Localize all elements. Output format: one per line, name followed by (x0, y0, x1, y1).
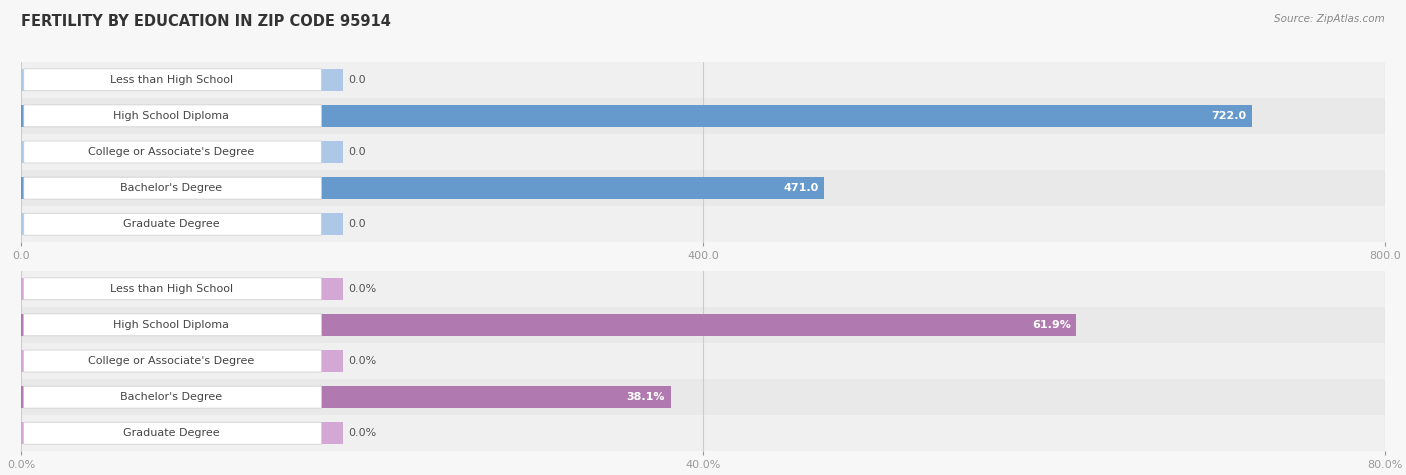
Bar (21, 314, 343, 336)
Text: 61.9%: 61.9% (1032, 320, 1071, 330)
Bar (21, 213, 343, 236)
Bar (21, 307, 1385, 343)
FancyBboxPatch shape (24, 213, 322, 235)
Bar (21, 98, 1385, 134)
Text: 471.0: 471.0 (783, 183, 818, 193)
Bar (21, 104, 1251, 127)
Bar (21, 141, 343, 163)
Text: High School Diploma: High School Diploma (112, 111, 229, 121)
FancyBboxPatch shape (24, 141, 322, 163)
Text: Source: ZipAtlas.com: Source: ZipAtlas.com (1274, 14, 1385, 24)
Bar (21, 206, 1385, 242)
Text: 0.0: 0.0 (349, 147, 367, 157)
Text: 38.1%: 38.1% (627, 392, 665, 402)
Bar (21, 68, 343, 91)
FancyBboxPatch shape (24, 314, 322, 336)
Bar (21, 134, 1385, 170)
Bar (21, 422, 343, 445)
Bar (21, 350, 343, 372)
Text: 722.0: 722.0 (1212, 111, 1247, 121)
Bar (21, 104, 343, 127)
Text: Graduate Degree: Graduate Degree (122, 428, 219, 438)
Text: FERTILITY BY EDUCATION IN ZIP CODE 95914: FERTILITY BY EDUCATION IN ZIP CODE 95914 (21, 14, 391, 29)
FancyBboxPatch shape (24, 386, 322, 408)
FancyBboxPatch shape (24, 350, 322, 372)
Text: Less than High School: Less than High School (110, 284, 232, 294)
Bar (21, 271, 1385, 307)
Bar (21, 415, 1385, 451)
Bar (21, 343, 1385, 379)
FancyBboxPatch shape (24, 69, 322, 91)
Text: 0.0%: 0.0% (349, 356, 377, 366)
FancyBboxPatch shape (24, 278, 322, 300)
FancyBboxPatch shape (24, 105, 322, 127)
Text: Less than High School: Less than High School (110, 75, 232, 85)
Bar (21, 277, 343, 300)
Text: 0.0: 0.0 (349, 219, 367, 229)
Text: 0.0%: 0.0% (349, 284, 377, 294)
Bar (21, 314, 1077, 336)
Text: Bachelor's Degree: Bachelor's Degree (120, 392, 222, 402)
Text: 0.0: 0.0 (349, 75, 367, 85)
Text: Graduate Degree: Graduate Degree (122, 219, 219, 229)
Text: 0.0%: 0.0% (349, 428, 377, 438)
Bar (21, 386, 343, 408)
FancyBboxPatch shape (24, 422, 322, 444)
Bar (21, 386, 671, 408)
Text: College or Associate's Degree: College or Associate's Degree (89, 356, 254, 366)
Bar (21, 177, 824, 199)
Text: Bachelor's Degree: Bachelor's Degree (120, 183, 222, 193)
Bar (21, 62, 1385, 98)
Text: College or Associate's Degree: College or Associate's Degree (89, 147, 254, 157)
FancyBboxPatch shape (24, 177, 322, 199)
Bar (21, 170, 1385, 206)
Text: High School Diploma: High School Diploma (112, 320, 229, 330)
Bar (21, 379, 1385, 415)
Bar (21, 177, 343, 199)
